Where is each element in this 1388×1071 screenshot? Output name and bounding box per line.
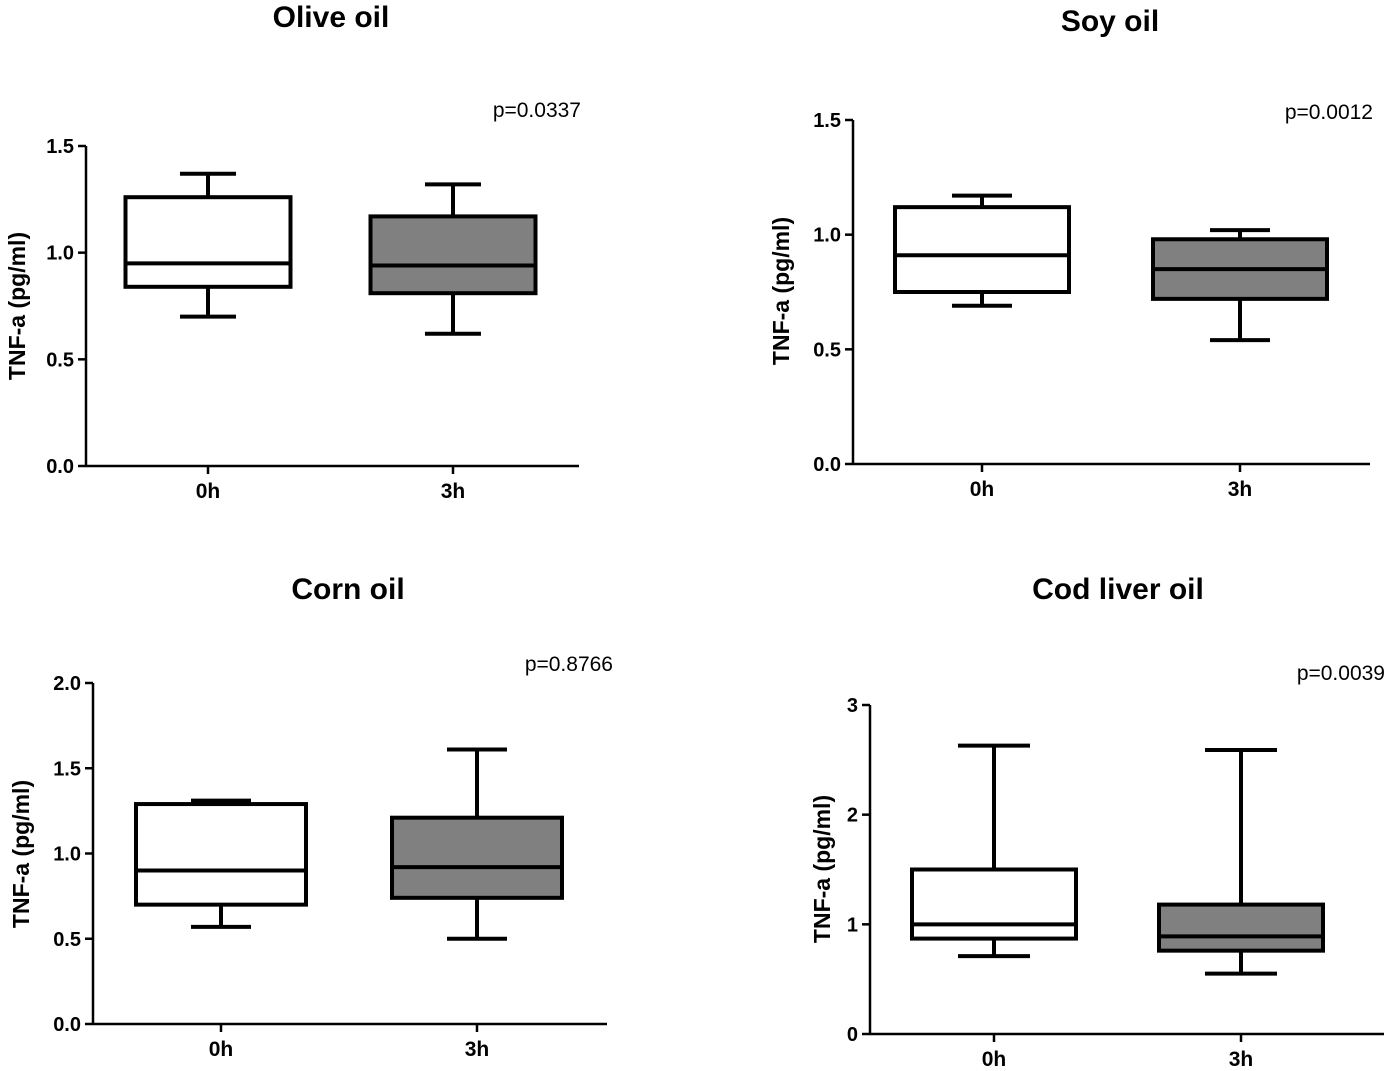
p-value-annotation: p=0.0337 bbox=[493, 99, 581, 122]
y-axis-label: TNF-a (pg/ml) bbox=[768, 217, 794, 365]
y-tick-label: 0.0 bbox=[46, 456, 74, 478]
box-3h bbox=[1151, 228, 1329, 343]
panel-soy-oil: Soy oil p=0.0012 TNF-a (pg/ml) 0.0 0.5 1.0… bbox=[768, 5, 1373, 501]
chart-title: Soy oil bbox=[1061, 5, 1159, 38]
box-0h bbox=[123, 171, 293, 319]
y-axis-label: TNF-a (pg/ml) bbox=[8, 780, 34, 928]
iqr-box bbox=[1157, 902, 1325, 953]
y-tick-label: 3 bbox=[847, 695, 858, 717]
y-tick-label: 0.0 bbox=[53, 1014, 81, 1036]
y-tick-label: 1.0 bbox=[46, 243, 74, 265]
box-3h bbox=[1157, 747, 1325, 976]
y-tick-label: 1 bbox=[847, 914, 858, 936]
p-value-annotation: p=0.8766 bbox=[525, 653, 613, 676]
x-tick-label: 3h bbox=[441, 480, 466, 503]
y-tick-label: 2 bbox=[847, 805, 858, 827]
p-value-annotation: p=0.0039 bbox=[1297, 662, 1385, 685]
x-tick-label: 3h bbox=[1229, 1048, 1254, 1071]
x-tick-label: 0h bbox=[982, 1048, 1007, 1071]
iqr-box bbox=[390, 815, 564, 900]
box-0h bbox=[910, 743, 1078, 959]
y-tick-label: 2.0 bbox=[53, 673, 81, 695]
panel-cod-liver-oil: Cod liver oil p=0.0039 TNF-a (pg/ml) 0 1 2… bbox=[809, 573, 1385, 1071]
chart-title: Cod liver oil bbox=[1032, 573, 1204, 606]
y-tick-label: 0.5 bbox=[813, 339, 841, 361]
chart-title: Corn oil bbox=[291, 573, 404, 606]
x-tick-label: 3h bbox=[1228, 478, 1253, 501]
y-tick-label: 1.5 bbox=[53, 758, 81, 780]
iqr-box bbox=[134, 802, 308, 907]
x-tick-label: 0h bbox=[209, 1038, 234, 1061]
p-value-annotation: p=0.0012 bbox=[1285, 101, 1373, 124]
box-0h bbox=[893, 193, 1071, 308]
y-axis-label: TNF-a (pg/ml) bbox=[4, 232, 30, 380]
iqr-box bbox=[123, 195, 293, 289]
y-tick-label: 0.0 bbox=[813, 454, 841, 476]
y-tick-label: 0.5 bbox=[53, 929, 81, 951]
x-tick-label: 0h bbox=[196, 480, 221, 503]
box-0h bbox=[134, 798, 308, 929]
iqr-box bbox=[910, 867, 1078, 941]
x-tick-label: 3h bbox=[465, 1038, 490, 1061]
chart-title: Olive oil bbox=[273, 1, 390, 34]
y-tick-label: 0.5 bbox=[46, 349, 74, 371]
panel-corn-oil: Corn oil p=0.8766 TNF-a (pg/ml) 0.0 0.5 1.… bbox=[8, 573, 613, 1061]
box-3h bbox=[368, 182, 538, 336]
iqr-box bbox=[893, 205, 1071, 294]
y-tick-label: 1.5 bbox=[46, 136, 74, 158]
y-tick-label: 1.0 bbox=[813, 225, 841, 247]
y-tick-label: 1.0 bbox=[53, 844, 81, 866]
iqr-box bbox=[368, 214, 538, 296]
x-tick-label: 0h bbox=[970, 478, 995, 501]
panel-olive-oil: Olive oil p=0.0337 TNF-a (pg/ml) 0.0 0.5 1… bbox=[4, 1, 581, 503]
box-3h bbox=[390, 747, 564, 941]
y-tick-label: 0 bbox=[847, 1024, 858, 1046]
y-tick-label: 1.5 bbox=[813, 110, 841, 132]
y-axis-label: TNF-a (pg/ml) bbox=[809, 795, 835, 943]
